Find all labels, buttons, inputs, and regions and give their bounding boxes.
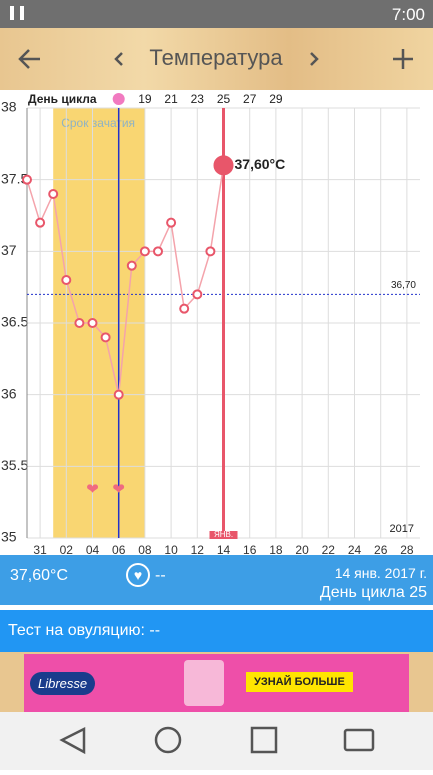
x-tick-label: 22 (322, 543, 336, 555)
nav-back[interactable] (59, 726, 86, 755)
x-tick-label: 06 (112, 543, 126, 555)
x-tick-label: 14 (217, 543, 231, 555)
x-tick-label: 08 (138, 543, 152, 555)
cycle-day-label: 29 (269, 92, 283, 106)
prev-button[interactable] (114, 52, 123, 66)
data-point[interactable] (192, 289, 203, 300)
data-point[interactable] (113, 389, 124, 400)
y-tick-label: 35 (1, 529, 17, 545)
y-tick-label: 36.5 (1, 314, 28, 330)
x-tick-label: 16 (243, 543, 257, 555)
temperature-line (26, 165, 225, 395)
data-point[interactable] (139, 246, 150, 257)
info-temperature: 37,60°C (10, 567, 68, 584)
info-bar: 37,60°C ♥ -- 14 янв. 2017 г. День цикла … (0, 555, 433, 605)
month-label: ЯНВ. (214, 530, 233, 539)
data-point[interactable] (153, 246, 163, 257)
y-tick-label: 37.5 (1, 170, 28, 186)
cycle-day-label: 27 (243, 92, 257, 106)
cycle-day-label: 21 (164, 92, 178, 106)
x-tick-label: 20 (295, 543, 309, 555)
info-cycle-day: День цикла 25 (319, 584, 427, 601)
cycle-day-label: 19 (138, 92, 152, 106)
clock: 7:00 (391, 5, 425, 24)
data-point[interactable] (100, 332, 111, 343)
nav-bar (0, 712, 433, 770)
info-date: 14 янв. 2017 г. (334, 565, 427, 581)
x-tick-label: 31 (33, 543, 47, 555)
ad-product (184, 660, 224, 706)
toolbar: Температура (0, 28, 433, 90)
row-label: День цикла (28, 92, 97, 106)
fertile-window-label: Срок зачатия (61, 116, 135, 130)
y-tick-label: 38 (1, 99, 17, 115)
pause-icon (10, 6, 24, 20)
status-bar: 7:00 (0, 0, 433, 28)
data-point[interactable] (35, 217, 46, 228)
y-tick-label: 36 (1, 385, 17, 401)
back-button[interactable] (18, 49, 40, 69)
nav-switch[interactable] (343, 728, 375, 752)
toolbar-title: Температура (149, 45, 283, 70)
ovulation-dot (112, 93, 125, 105)
data-point[interactable] (166, 217, 177, 228)
nav-home[interactable] (154, 726, 182, 754)
info-test: -- (155, 567, 166, 584)
x-tick-label: 18 (269, 543, 283, 555)
y-tick-label: 35.5 (1, 457, 28, 473)
data-point[interactable] (22, 174, 32, 185)
ovulation-test-text: Тест на овуляцию: -- (8, 622, 161, 639)
data-point[interactable] (126, 260, 137, 271)
x-tick-label: 28 (400, 543, 414, 555)
data-point[interactable] (74, 318, 85, 328)
ad-banner[interactable]: Libresse УЗНАЙ БОЛЬШЕ (24, 654, 409, 712)
month-badge (209, 531, 238, 539)
data-point[interactable] (87, 318, 98, 328)
x-tick-label: 04 (86, 543, 100, 555)
ad-area: Libresse УЗНАЙ БОЛЬШЕ (0, 652, 433, 712)
data-point[interactable] (48, 189, 59, 199)
heart-icon: ❤ (86, 481, 99, 498)
nav-recent[interactable] (250, 726, 278, 754)
x-tick-label: 10 (164, 543, 178, 555)
ad-button[interactable]: УЗНАЙ БОЛЬШЕ (246, 672, 353, 692)
data-point[interactable] (205, 246, 216, 257)
data-point[interactable] (179, 303, 190, 314)
chart: Срок зачатия 35 35.5 36 36.5 37 37.5 38 31 02 04 06… (0, 90, 433, 555)
data-point[interactable] (213, 155, 234, 176)
ad-brand: Libresse (30, 672, 96, 695)
next-button[interactable] (310, 52, 319, 66)
x-tick-label: 12 (191, 543, 205, 555)
nav-icons (59, 726, 375, 755)
x-tick-label: 02 (60, 543, 74, 555)
cycle-day-label: 25 (217, 92, 231, 106)
cycle-day-label: 23 (191, 92, 205, 106)
coverline-label: 36,70 (391, 280, 416, 291)
y-tick-label: 37 (1, 242, 17, 258)
test-icon[interactable]: ♥ (126, 563, 150, 587)
ovulation-test-row[interactable]: Тест на овуляцию: -- (0, 610, 433, 652)
year-label: 2017 (390, 523, 414, 535)
x-tick-label: 26 (374, 543, 388, 555)
divider (0, 605, 433, 610)
data-point[interactable] (61, 275, 72, 285)
toolbar-icons: Температура (18, 45, 413, 70)
x-tick-label: 24 (348, 543, 362, 555)
value-label: 37,60°C (235, 156, 286, 172)
heart-icon: ❤ (112, 481, 125, 498)
add-button[interactable] (393, 49, 413, 69)
